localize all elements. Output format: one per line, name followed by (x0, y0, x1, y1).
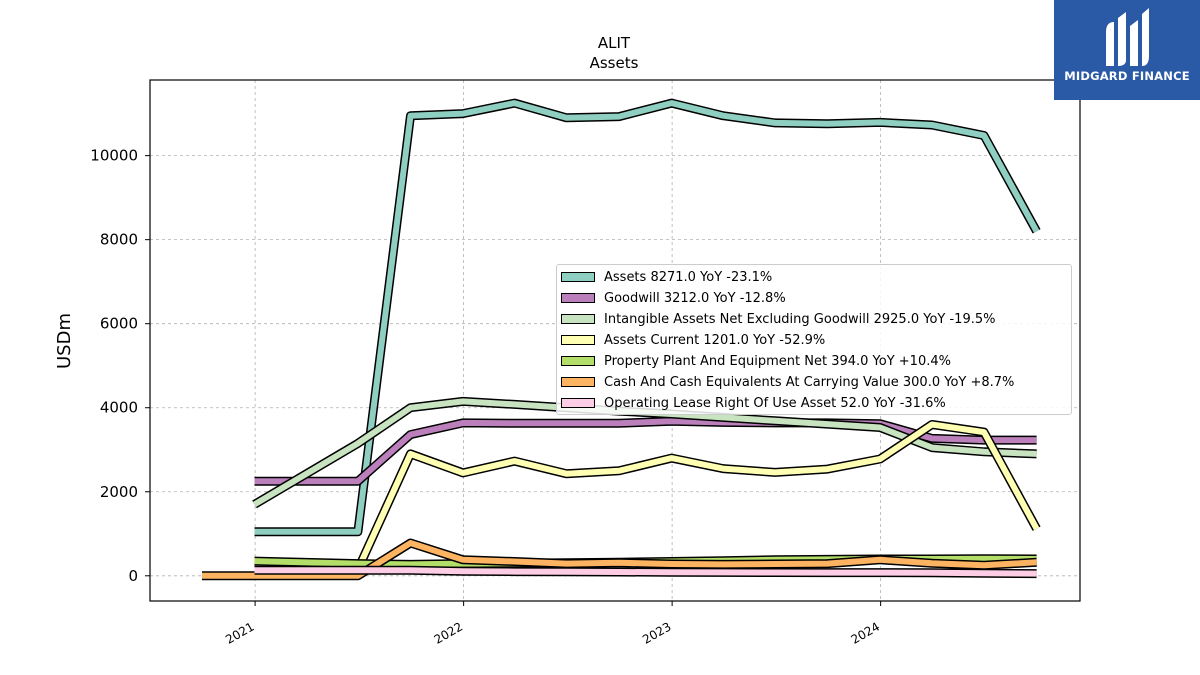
legend-item: Assets 8271.0 YoY -23.1% (561, 267, 772, 287)
legend-label: Operating Lease Right Of Use Asset 52.0 … (604, 395, 946, 411)
legend-label: Assets 8271.0 YoY -23.1% (604, 269, 773, 285)
x-axis: 2021 2022 2023 2024 (223, 601, 882, 647)
series-line (355, 421, 1040, 571)
y-tick-label: 8000 (100, 231, 138, 249)
legend-label: Goodwill 3212.0 YoY -12.8% (604, 290, 786, 306)
y-tick-label: 2000 (100, 483, 138, 501)
x-tick-label: 2021 (223, 619, 256, 646)
legend-label: Intangible Assets Net Excluding Goodwill… (604, 311, 996, 327)
legend-item: Property Plant And Equipment Net 394.0 Y… (561, 351, 951, 371)
legend-swatch (561, 272, 595, 282)
logo-text: MIDGARD FINANCE (1064, 69, 1190, 83)
series-4 (353, 420, 1041, 572)
chart-subtitle: Assets (590, 54, 639, 72)
legend-swatch (561, 293, 595, 303)
logo-mark-icon (1106, 8, 1149, 66)
legend-label: Property Plant And Equipment Net 394.0 Y… (604, 353, 951, 369)
x-tick-label: 2022 (432, 619, 465, 646)
legend-label: Assets Current 1201.0 YoY -52.9% (604, 332, 826, 348)
chart-legend: Assets 8271.0 YoY -23.1% Goodwill 3212.0 … (556, 264, 1072, 415)
y-axis-label: USDm (54, 313, 75, 369)
series-line (254, 100, 1040, 535)
series-1 (254, 98, 1041, 537)
legend-swatch (561, 398, 595, 408)
legend-item: Operating Lease Right Of Use Asset 52.0 … (561, 393, 946, 413)
brand-logo: MIDGARD FINANCE (1054, 0, 1200, 100)
y-tick-label: 10000 (90, 147, 138, 165)
legend-swatch (561, 356, 595, 366)
y-tick-label: 6000 (100, 315, 138, 333)
legend-item: Cash And Cash Equivalents At Carrying Va… (561, 372, 1014, 392)
legend-item: Intangible Assets Net Excluding Goodwill… (561, 309, 995, 329)
legend-item: Assets Current 1201.0 YoY -52.9% (561, 330, 825, 350)
x-tick-label: 2024 (849, 619, 882, 646)
legend-swatch (561, 335, 595, 345)
chart-title: ALIT (598, 34, 631, 52)
legend-label: Cash And Cash Equivalents At Carrying Va… (604, 374, 1015, 390)
legend-swatch (561, 314, 595, 324)
legend-swatch (561, 377, 595, 387)
series-line (202, 540, 1037, 579)
x-tick-label: 2023 (640, 619, 673, 646)
series-7 (254, 565, 1037, 579)
y-tick-label: 4000 (100, 399, 138, 417)
legend-item: Goodwill 3212.0 YoY -12.8% (561, 288, 786, 308)
series-6 (202, 538, 1037, 581)
y-axis: 0 2000 4000 6000 8000 10000 (90, 147, 150, 585)
y-tick-label: 0 (128, 567, 138, 585)
plot-frame (149, 79, 1081, 602)
series-line (254, 567, 1037, 577)
